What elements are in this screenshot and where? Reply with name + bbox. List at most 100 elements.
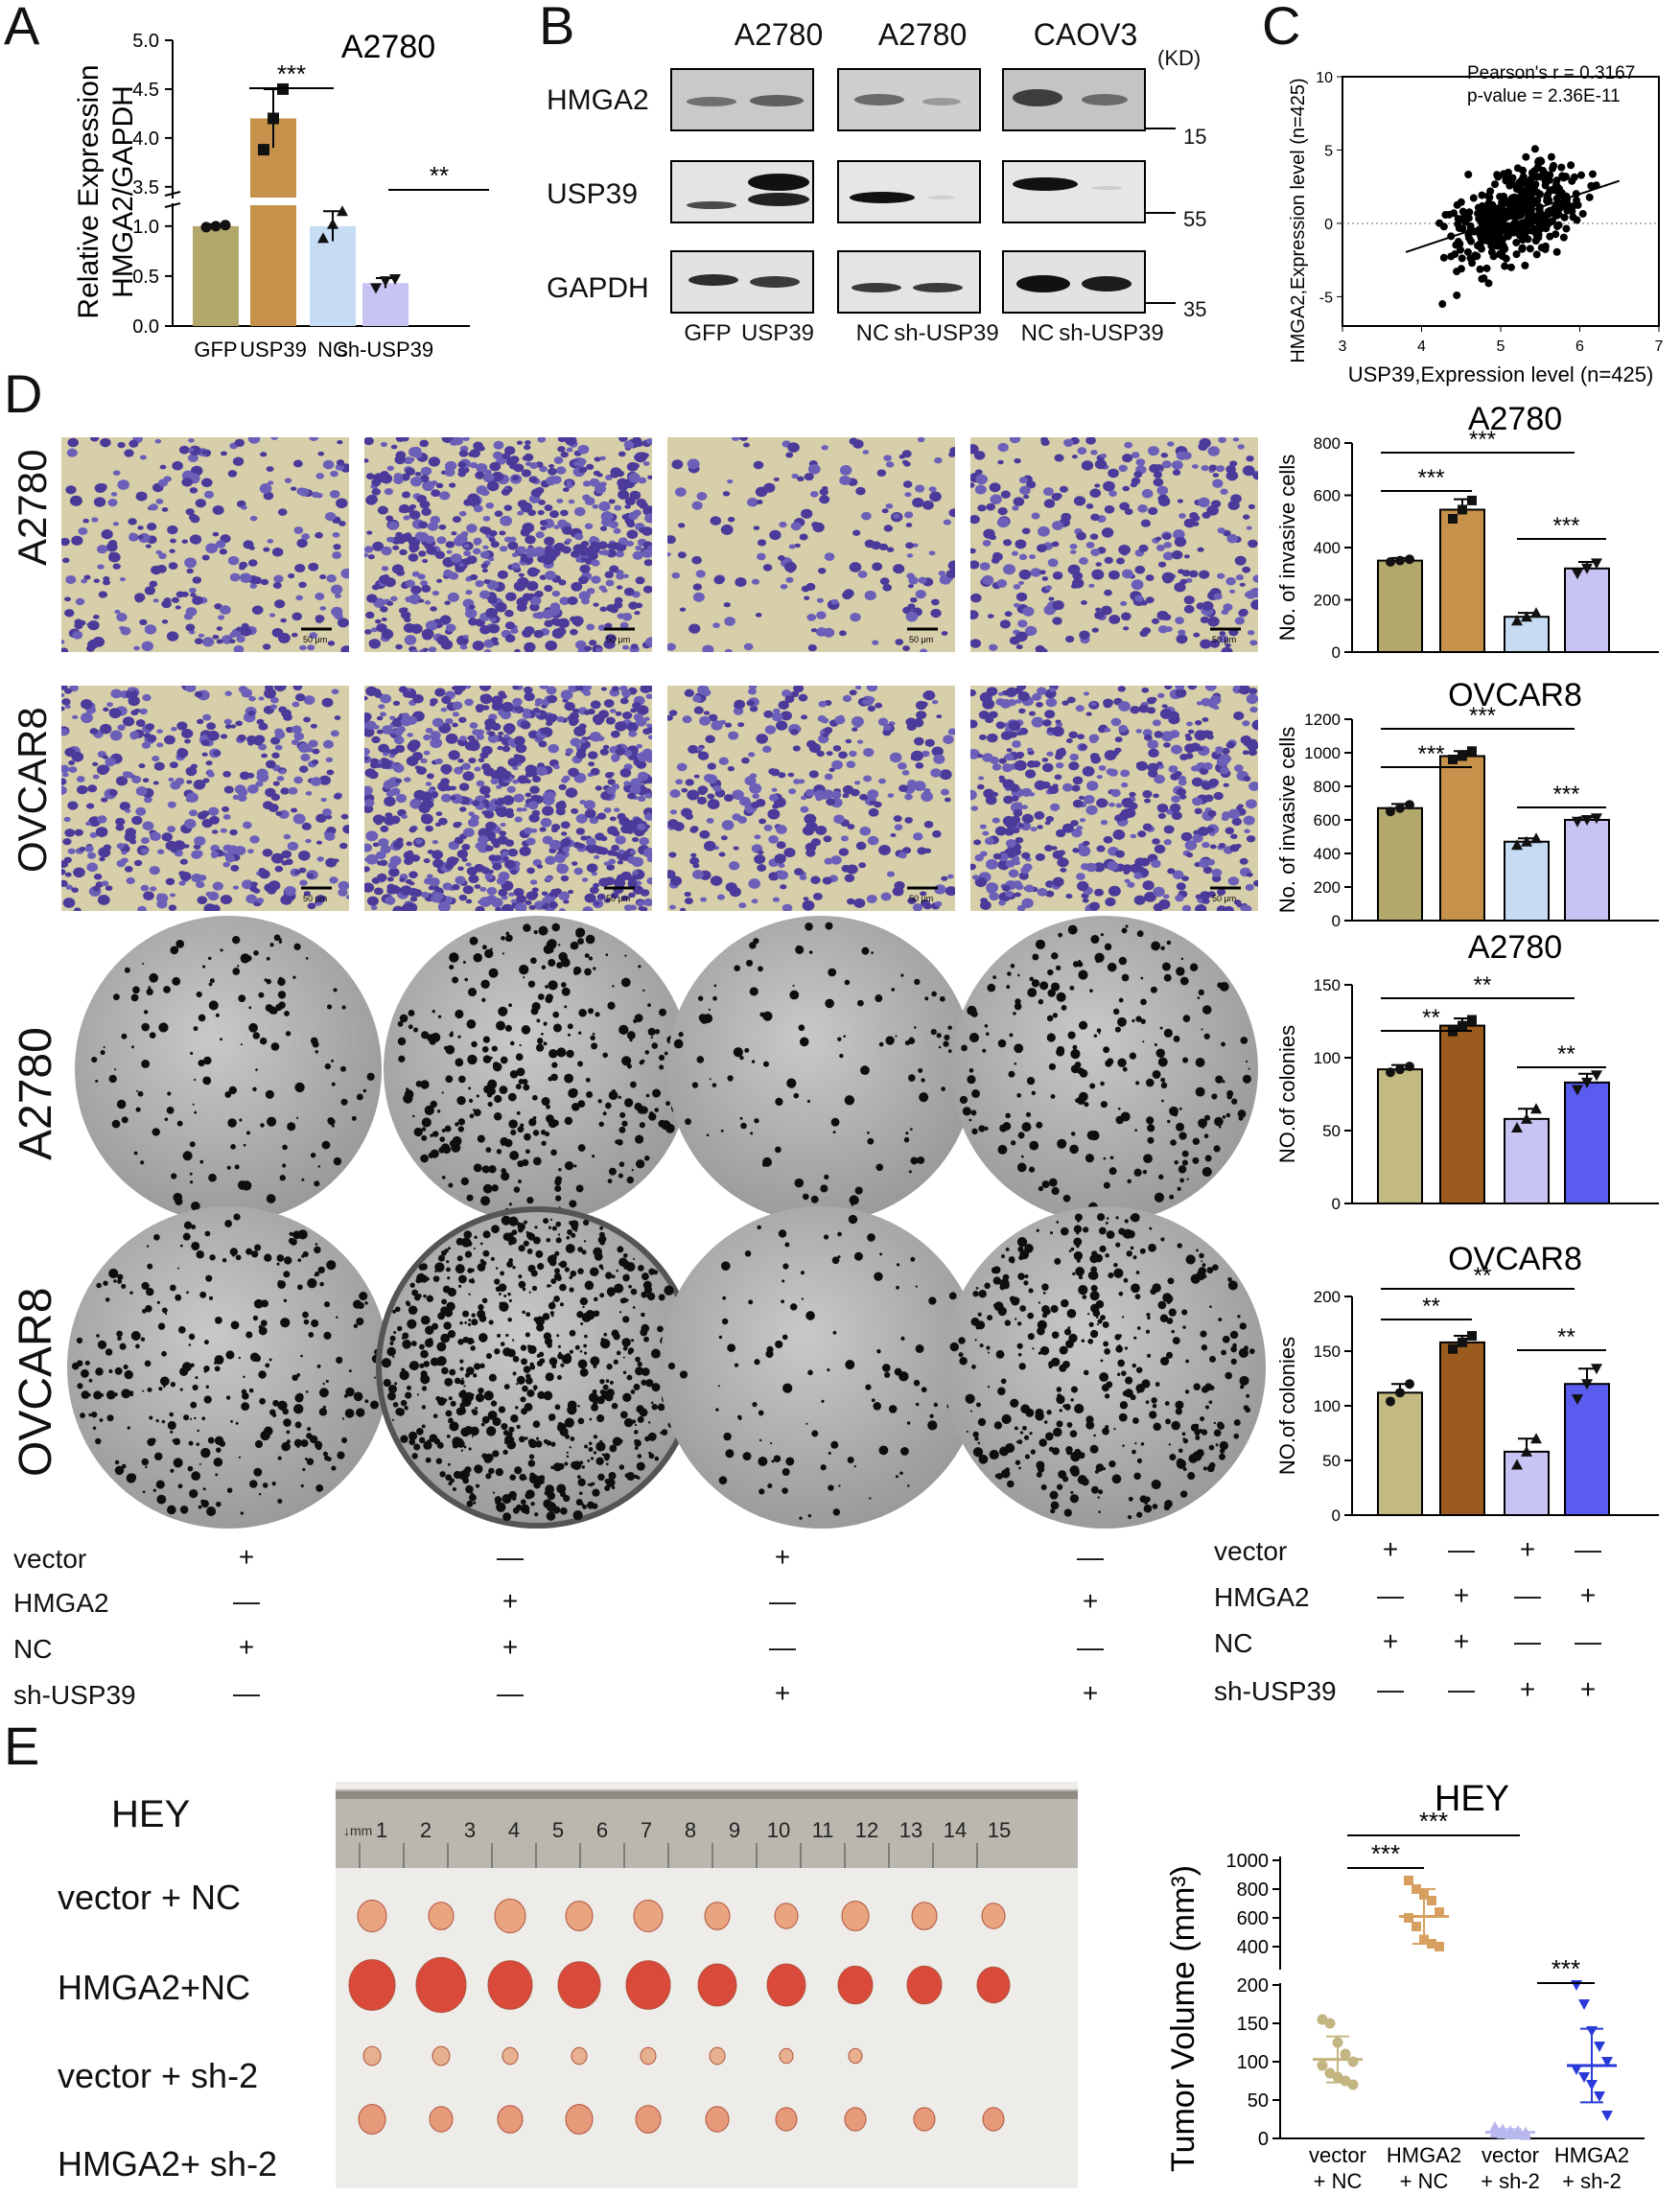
d1-invasion-a2780-chart: A2780 0 200 400 600 800 No. of invasive cells *… <box>1275 401 1659 662</box>
c-point <box>1528 218 1536 226</box>
e-xtick-label: + sh-2 <box>1562 2169 1622 2193</box>
c-point <box>1484 279 1493 288</box>
tumor <box>709 2046 726 2066</box>
c-point <box>1456 245 1464 254</box>
blot-marker-15: 15 <box>1183 125 1207 149</box>
bar <box>1377 559 1423 653</box>
c-point <box>1507 176 1516 185</box>
point <box>1448 755 1458 764</box>
c-point <box>1502 198 1510 206</box>
sig-label: *** <box>1469 427 1496 453</box>
c-point <box>1552 247 1561 256</box>
c-point <box>1542 224 1551 233</box>
bar <box>1377 1391 1423 1517</box>
panel-b-western-blot: A2780 A2780 CAOV3 (KD) HMGA2 USP39 GAPDH <box>539 0 1210 364</box>
e-point <box>1520 2129 1531 2140</box>
e-point <box>1601 2057 1613 2067</box>
blot-col-title-2: A2780 <box>877 17 968 52</box>
lane-label-2: USP39 <box>740 320 815 346</box>
c-point <box>1493 222 1502 230</box>
a-point <box>258 144 269 156</box>
bar-title: OVCAR8 <box>1448 1241 1582 1277</box>
sig-label: *** <box>1417 741 1444 767</box>
c-point <box>1512 222 1521 230</box>
c-point <box>1547 152 1555 161</box>
scale-bar-label: 50 μm <box>303 635 327 644</box>
lane-label-3: NC <box>855 320 890 346</box>
c-point <box>1463 247 1472 256</box>
c-point <box>1466 222 1475 230</box>
table2-sign: + <box>1453 1580 1470 1610</box>
sig-label: ** <box>1557 1324 1575 1350</box>
bar <box>1377 806 1423 922</box>
c-point <box>1454 215 1462 223</box>
micrograph-ovcar8-1: 50 μm <box>61 686 349 911</box>
panel-label-c: C <box>1262 0 1301 56</box>
point <box>1386 1067 1395 1078</box>
c-point <box>1464 234 1473 243</box>
c-point <box>1553 222 1562 231</box>
panel-e-tumor-volume-chart: HEY 400 600 800 1000 0 50 100 150 200 Tumor Volume… <box>1165 1779 1645 2193</box>
ruler-number: 13 <box>899 1818 922 1842</box>
c-point <box>1536 156 1545 165</box>
table1-sign: + <box>238 1542 255 1572</box>
point <box>1458 504 1467 515</box>
a-xtick-label: sh-USP39 <box>338 338 433 362</box>
c-point <box>1522 152 1530 161</box>
ytick-label: 800 <box>1314 434 1341 453</box>
c-point <box>1485 228 1494 237</box>
c-point <box>1518 236 1527 245</box>
ruler-unit: ↓mm <box>343 1823 372 1838</box>
e-point <box>1489 2121 1501 2132</box>
a-xtick-label: GFP <box>194 338 237 362</box>
tumor <box>640 2046 657 2066</box>
e-point <box>1427 1896 1436 1905</box>
ylabel: No. of invasive cells <box>1275 727 1299 913</box>
scale-bar-label: 50 μm <box>1212 894 1236 903</box>
table1-sign: + <box>774 1678 791 1708</box>
bar <box>1564 819 1610 922</box>
e-point <box>1594 2042 1605 2052</box>
tumor <box>635 2105 662 2134</box>
tumor <box>779 2047 794 2065</box>
point <box>1572 1394 1583 1406</box>
c-point <box>1506 263 1515 271</box>
tumor <box>976 1966 1011 2004</box>
e-point <box>1324 2018 1336 2029</box>
table1-sign: — <box>769 1632 796 1662</box>
e-sig-label: *** <box>1371 1839 1400 1868</box>
table2-sign: — <box>1514 1580 1541 1610</box>
condition-label-vector: vector <box>13 1544 87 1574</box>
e-xtick-label: + sh-2 <box>1481 2169 1540 2193</box>
point <box>1467 495 1477 505</box>
a-ytick-label: 1.0 <box>132 217 159 238</box>
c-point <box>1568 176 1576 185</box>
c-point <box>1485 193 1494 201</box>
colony-plate-ovcar8-4 <box>944 1206 1266 1529</box>
tumor <box>362 2045 382 2067</box>
lane-label-5: NC <box>1020 320 1055 346</box>
a-ytick-label: 0.0 <box>132 316 159 338</box>
sig-label: *** <box>1552 782 1579 807</box>
point <box>1467 746 1477 757</box>
tumor <box>429 2106 454 2133</box>
tumor <box>704 1902 731 1930</box>
e-xtick-label: vector <box>1482 2143 1539 2167</box>
ytick-label: 200 <box>1314 878 1341 897</box>
e-sig-label: *** <box>1552 1954 1580 1983</box>
point <box>1511 1121 1523 1133</box>
ytick-label: 100 <box>1314 1397 1341 1415</box>
c-point <box>1543 194 1552 202</box>
a-bar-break <box>248 198 298 205</box>
tumor <box>571 2046 588 2066</box>
tumor <box>494 1898 526 1934</box>
point <box>1572 816 1583 828</box>
c-point <box>1552 211 1560 220</box>
a-point <box>210 221 222 232</box>
point <box>1530 1433 1542 1444</box>
c-point <box>1546 187 1554 196</box>
row-label-colony-ovcar8: OVCAR8 <box>11 1287 61 1477</box>
ruler-number: 10 <box>767 1818 790 1842</box>
bar <box>1564 1081 1610 1204</box>
ruler-number: 2 <box>420 1818 432 1842</box>
